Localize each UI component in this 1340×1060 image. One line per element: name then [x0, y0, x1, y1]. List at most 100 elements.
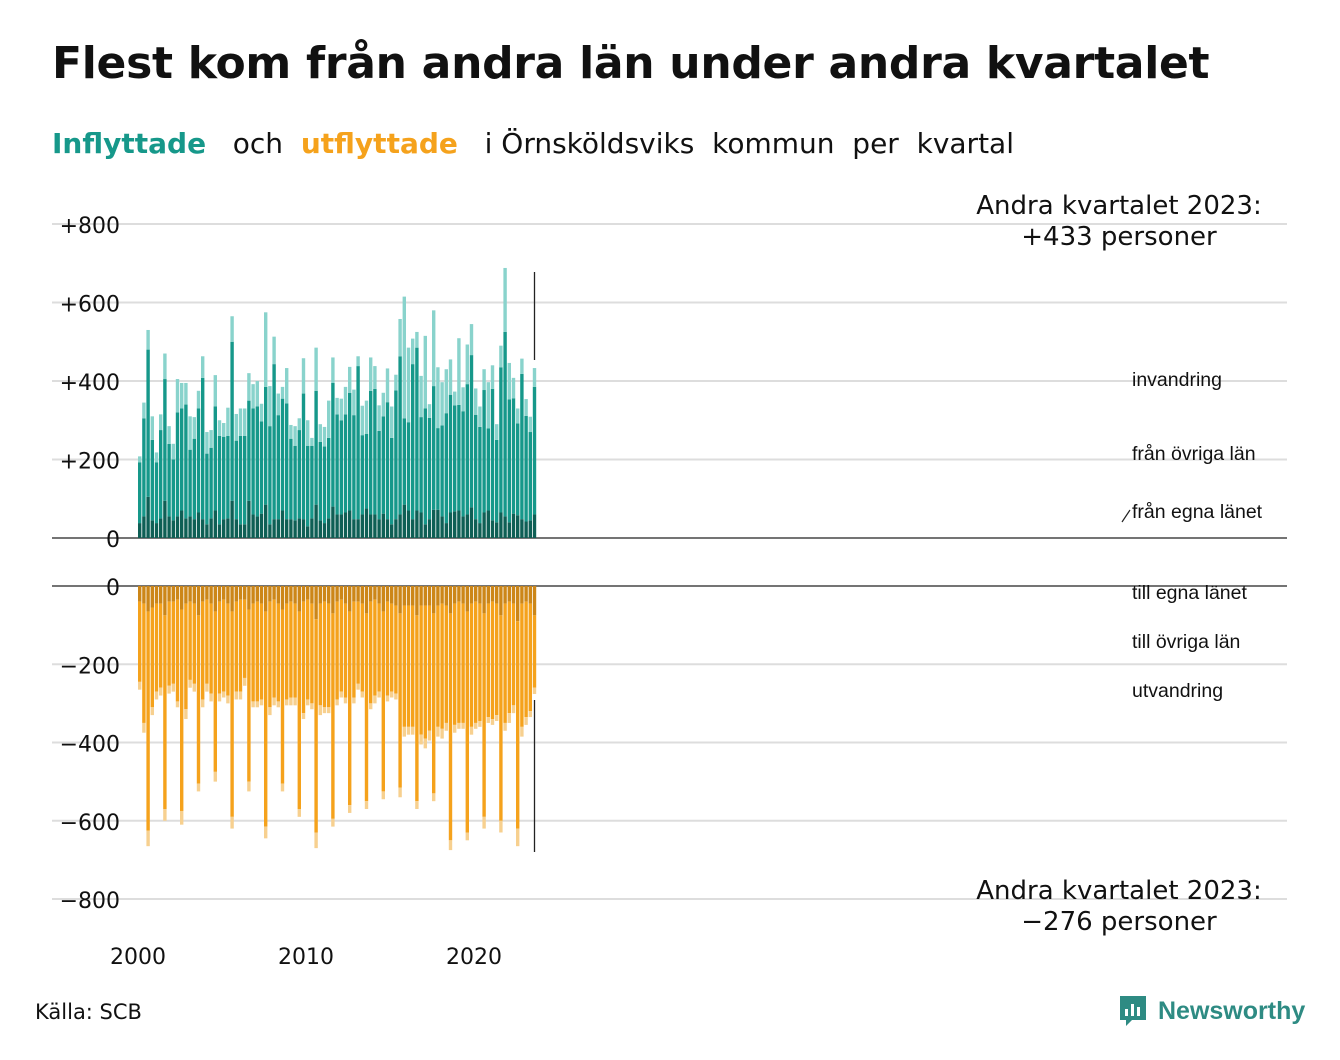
bar-out-2	[192, 683, 196, 692]
bar-out-2	[398, 787, 402, 798]
bar-in-0	[171, 520, 175, 538]
bar-in-2	[507, 362, 511, 400]
bar-in-1	[209, 447, 213, 519]
bar-in-2	[192, 417, 196, 439]
bar-out-0	[209, 586, 213, 604]
bar-in-2	[394, 374, 398, 391]
bar-in-2	[398, 318, 402, 357]
bar-in-1	[243, 435, 247, 525]
bar-in-2	[478, 406, 482, 427]
bar-out-1	[415, 615, 419, 802]
bar-out-0	[486, 586, 490, 604]
bar-in-1	[507, 399, 511, 523]
bar-out-1	[217, 601, 222, 694]
bar-out-0	[213, 586, 217, 612]
bar-out-1	[234, 601, 238, 692]
bar-out-1	[196, 615, 201, 784]
ytick-label-bottom: 0	[106, 576, 120, 601]
bar-in-1	[238, 435, 243, 525]
bar-out-1	[213, 611, 217, 772]
bar-out-1	[390, 603, 394, 692]
bar-out-1	[272, 599, 276, 698]
bar-out-2	[394, 693, 398, 700]
bar-in-0	[385, 519, 390, 538]
chart-title: Flest kom från andra län under andra kva…	[52, 38, 1210, 89]
bar-in-1	[285, 403, 289, 520]
bar-out-2	[482, 816, 486, 829]
series-label-tick	[1121, 509, 1131, 523]
bar-in-0	[532, 514, 537, 538]
bar-out-1	[264, 611, 268, 827]
bar-out-2	[175, 701, 180, 708]
bar-in-1	[360, 435, 364, 515]
bar-in-1	[268, 426, 272, 525]
bar-out-0	[436, 586, 440, 606]
bar-in-0	[427, 519, 432, 538]
bar-out-1	[150, 607, 154, 708]
bar-in-1	[234, 440, 238, 520]
bar-out-0	[318, 586, 322, 604]
bar-in-1	[469, 355, 474, 508]
bar-in-2	[490, 365, 495, 389]
bar-out-2	[268, 707, 272, 716]
bar-out-0	[478, 586, 482, 604]
bar-in-1	[415, 347, 419, 511]
bar-in-0	[251, 514, 255, 538]
newsworthy-logo-icon	[1120, 996, 1146, 1026]
series-label-out: till egna länet	[1132, 582, 1247, 604]
bar-out-0	[423, 586, 427, 606]
bar-in-1	[222, 436, 226, 520]
bar-out-2	[188, 679, 192, 688]
bar-out-2	[314, 832, 318, 849]
bar-out-2	[247, 781, 251, 792]
bar-out-2	[490, 719, 495, 725]
bar-out-0	[289, 586, 293, 602]
bar-in-0	[150, 520, 154, 538]
ytick-label-top: 0	[106, 528, 120, 553]
ytick-label-top: +800	[60, 214, 120, 239]
bar-out-2	[432, 793, 436, 802]
bar-out-1	[171, 601, 175, 684]
bar-in-1	[457, 404, 461, 511]
bar-in-0	[213, 510, 217, 538]
bar-out-0	[327, 586, 331, 604]
bar-in-1	[390, 437, 394, 525]
bar-in-0	[356, 519, 360, 538]
bar-out-0	[205, 586, 209, 600]
bar-out-2	[474, 722, 478, 729]
bar-out-0	[196, 586, 201, 616]
bar-in-1	[474, 414, 478, 520]
migration-chart: 0 +200 +400 +600 +800 0 −200 −400 −600 −800 2000 20…	[52, 191, 1287, 970]
bar-out-0	[217, 586, 222, 602]
bar-in-2	[322, 426, 327, 447]
bar-in-2	[259, 403, 264, 422]
bar-in-2	[335, 397, 339, 415]
bar-in-2	[175, 379, 180, 413]
bar-in-0	[247, 500, 251, 538]
bar-in-1	[159, 430, 163, 519]
bar-out-1	[402, 605, 406, 727]
bar-in-2	[272, 336, 276, 365]
bar-out-1	[289, 601, 293, 698]
bar-out-0	[306, 586, 310, 600]
bar-in-2	[432, 310, 436, 387]
bar-in-2	[465, 344, 469, 385]
bar-out-0	[503, 586, 507, 604]
bar-out-1	[511, 603, 516, 706]
bar-in-2	[310, 437, 314, 446]
bar-in-0	[154, 523, 159, 538]
bar-in-1	[411, 364, 415, 520]
bar-in-1	[406, 422, 411, 511]
bar-out-0	[406, 586, 411, 606]
bar-out-1	[285, 603, 289, 700]
bar-in-0	[322, 523, 327, 538]
bar-out-1	[440, 603, 444, 729]
bar-out-1	[259, 603, 264, 700]
bar-in-1	[264, 386, 268, 505]
bar-out-1	[226, 603, 230, 696]
bar-in-0	[457, 510, 461, 538]
bar-in-2	[360, 405, 364, 436]
bar-in-0	[503, 516, 507, 538]
bar-out-1	[297, 611, 301, 810]
bar-out-1	[448, 613, 453, 841]
